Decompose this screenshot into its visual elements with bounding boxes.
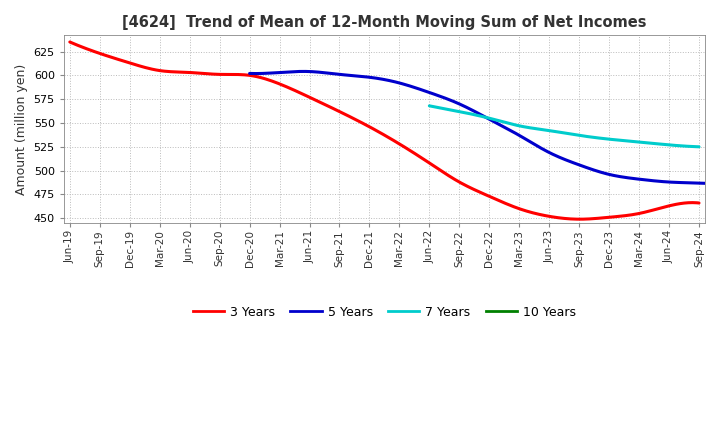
Line: 7 Years: 7 Years: [429, 106, 699, 147]
5 Years: [532, 143, 541, 148]
5 Years: [540, 147, 549, 153]
7 Years: [425, 103, 433, 109]
5 Years: [651, 178, 660, 183]
7 Years: [426, 103, 435, 109]
5 Years: [531, 142, 539, 147]
5 Years: [300, 69, 308, 74]
Legend: 3 Years, 5 Years, 7 Years, 10 Years: 3 Years, 5 Years, 7 Years, 10 Years: [188, 301, 581, 323]
Line: 3 Years: 3 Years: [70, 42, 699, 219]
5 Years: [246, 71, 254, 76]
Y-axis label: Amount (million yen): Amount (million yen): [15, 63, 28, 195]
3 Years: [575, 216, 583, 222]
5 Years: [247, 71, 256, 76]
7 Years: [652, 141, 661, 147]
7 Years: [695, 144, 703, 150]
3 Years: [695, 200, 703, 205]
3 Years: [68, 40, 76, 46]
3 Years: [451, 177, 459, 182]
7 Years: [585, 134, 594, 139]
3 Years: [438, 169, 446, 174]
7 Years: [590, 135, 599, 140]
3 Years: [440, 170, 449, 176]
7 Years: [670, 143, 678, 148]
Line: 5 Years: 5 Years: [250, 71, 720, 185]
Title: [4624]  Trend of Mean of 12-Month Moving Sum of Net Incomes: [4624] Trend of Mean of 12-Month Moving …: [122, 15, 647, 30]
3 Years: [638, 210, 647, 216]
5 Years: [681, 180, 690, 185]
3 Years: [66, 39, 74, 44]
7 Years: [585, 134, 593, 139]
3 Years: [598, 215, 606, 220]
